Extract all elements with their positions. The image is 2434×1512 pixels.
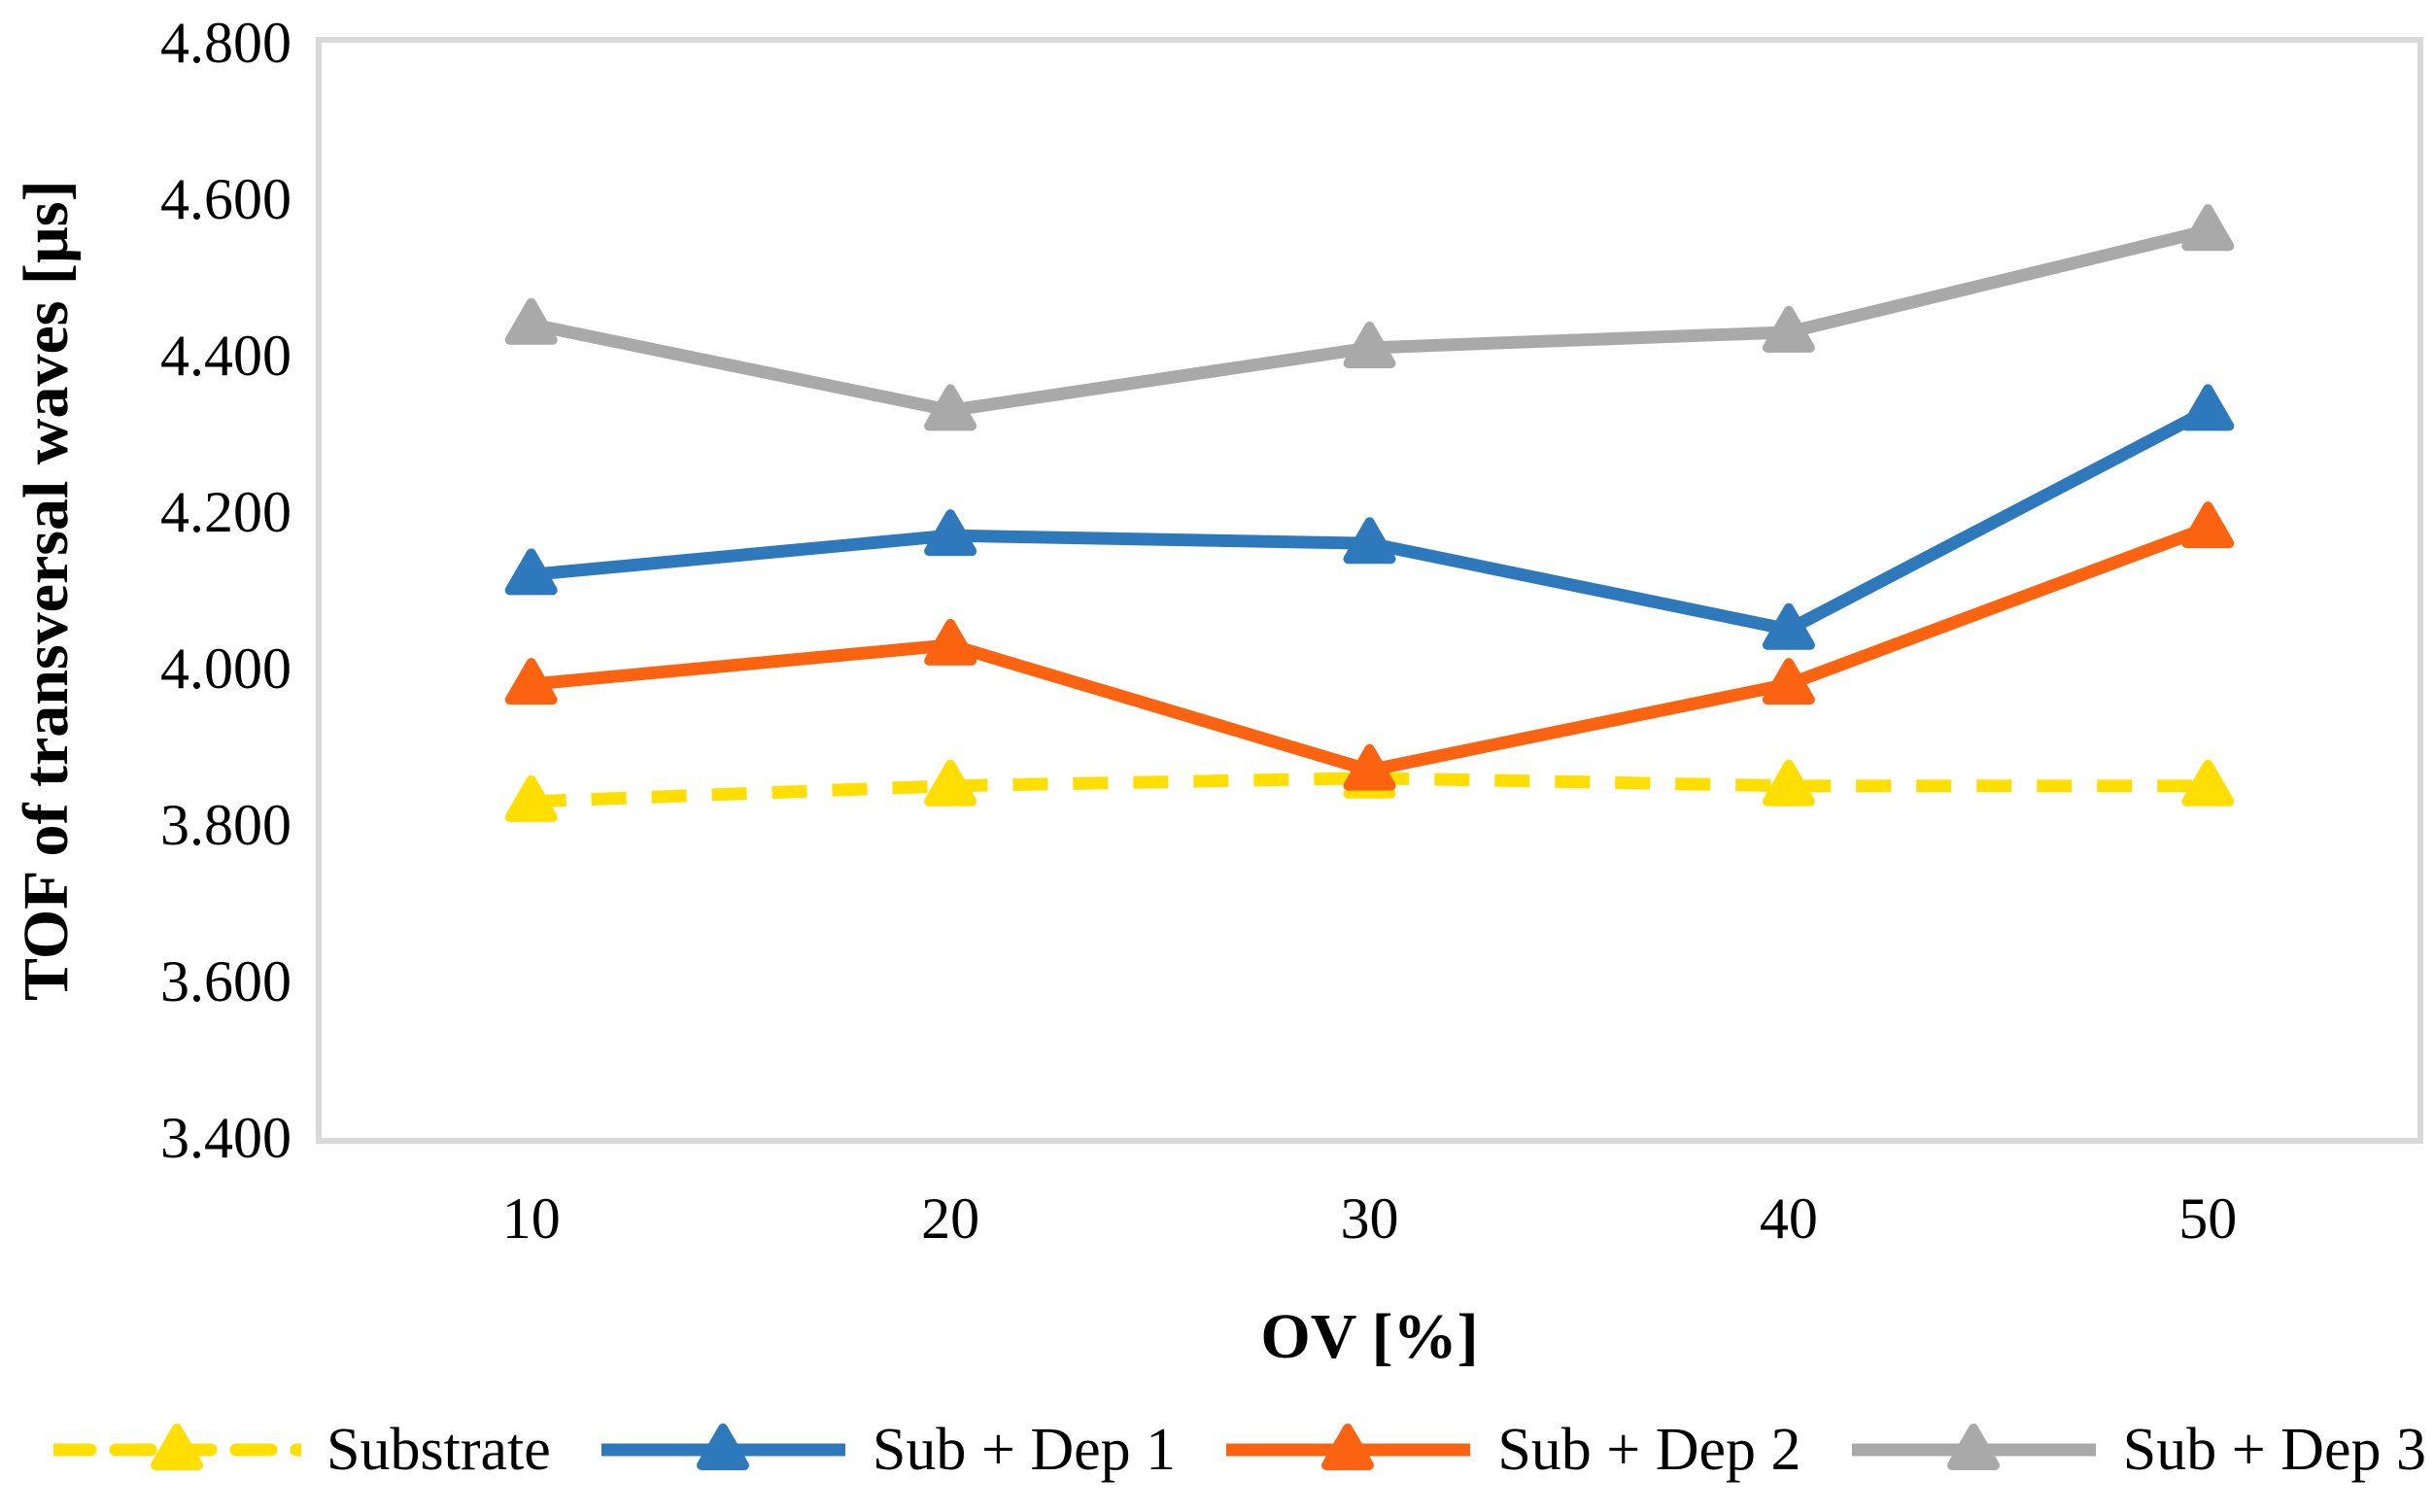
y-axis-tick-label: 3.800 — [160, 793, 291, 857]
legend-triangle-icon-substrate — [151, 1424, 203, 1470]
y-axis-tick-label: 4.000 — [160, 636, 291, 701]
legend-triangle-icon-sub-dep-1 — [696, 1424, 749, 1470]
data-point-marker-sub-dep-1-50 — [2181, 384, 2235, 431]
data-point-marker-substrate-40 — [1762, 759, 1815, 807]
x-axis-tick-label: 50 — [2178, 1186, 2238, 1251]
legend-label-sub-dep-2: Sub + Dep 2 — [1497, 1416, 1801, 1483]
y-axis-tick-label: 3.600 — [160, 949, 291, 1014]
data-point-marker-sub-dep-3-20 — [924, 384, 977, 431]
y-axis-tick-label: 3.400 — [160, 1106, 291, 1170]
data-point-marker-sub-dep-2-10 — [504, 658, 558, 705]
series-line-substrate — [531, 772, 2209, 808]
x-axis-title: OV [%] — [1260, 1301, 1479, 1372]
x-axis-tick-label: 30 — [1340, 1186, 1399, 1251]
data-point-marker-sub-dep-3-10 — [504, 297, 558, 345]
legend: Substrate Sub + Dep 1 Sub + Dep 2 Sub + Dep… — [53, 1395, 2426, 1504]
data-point-marker-substrate-50 — [2181, 759, 2235, 807]
legend-label-substrate: Substrate — [326, 1416, 551, 1483]
data-point-marker-sub-dep-1-30 — [1343, 517, 1396, 565]
legend-triangle-icon-sub-dep-2 — [1321, 1424, 1375, 1470]
legend-label-sub-dep-3: Sub + Dep 3 — [2122, 1416, 2426, 1483]
data-point-marker-sub-dep-2-30 — [1343, 743, 1396, 791]
legend-item-sub-dep-1: Sub + Dep 1 — [600, 1409, 1176, 1491]
legend-sample-sub-dep-2 — [1226, 1424, 1471, 1470]
legend-item-substrate: Substrate — [53, 1409, 551, 1491]
legend-sample-substrate — [53, 1424, 301, 1470]
y-axis-tick-label: 4.800 — [160, 11, 291, 75]
series-line-sub-dep-3 — [530, 223, 2210, 417]
data-point-marker-sub-dep-2-20 — [924, 618, 977, 666]
data-point-marker-sub-dep-3-30 — [1343, 321, 1396, 368]
legend-sample-sub-dep-3 — [1851, 1424, 2096, 1470]
series-line-sub-dep-2 — [531, 522, 2211, 777]
data-point-marker-sub-dep-1-10 — [504, 548, 558, 596]
x-axis-tick-label: 40 — [1759, 1186, 1818, 1251]
y-axis-tick-label: 4.400 — [160, 324, 291, 388]
plot-svg — [504, 204, 2235, 822]
data-point-marker-substrate-20 — [924, 759, 977, 807]
x-axis-tick-label: 20 — [921, 1186, 980, 1251]
legend-sample-sub-dep-1 — [600, 1424, 845, 1470]
data-point-marker-substrate-10 — [504, 774, 558, 822]
data-point-marker-sub-dep-1-20 — [924, 509, 977, 557]
plot-area — [316, 37, 2423, 1144]
legend-item-sub-dep-2: Sub + Dep 2 — [1224, 1409, 1801, 1491]
y-axis-tick-label: 4.600 — [160, 167, 291, 231]
data-point-marker-sub-dep-3-40 — [1762, 305, 1815, 353]
legend-label-sub-dep-1: Sub + Dep 1 — [872, 1416, 1177, 1483]
data-point-marker-sub-dep-1-40 — [1762, 602, 1815, 650]
data-point-marker-sub-dep-3-50 — [2181, 204, 2235, 252]
legend-item-sub-dep-3: Sub + Dep 3 — [1850, 1409, 2426, 1491]
x-axis-tick-label: 10 — [501, 1186, 561, 1251]
y-axis-title: TOF of transversal waves [µs] — [11, 180, 82, 1001]
legend-triangle-icon-sub-dep-3 — [1946, 1424, 2000, 1470]
data-point-marker-sub-dep-2-50 — [2181, 501, 2235, 549]
y-axis-tick-label: 4.200 — [160, 480, 291, 544]
data-point-marker-sub-dep-2-40 — [1762, 658, 1815, 705]
